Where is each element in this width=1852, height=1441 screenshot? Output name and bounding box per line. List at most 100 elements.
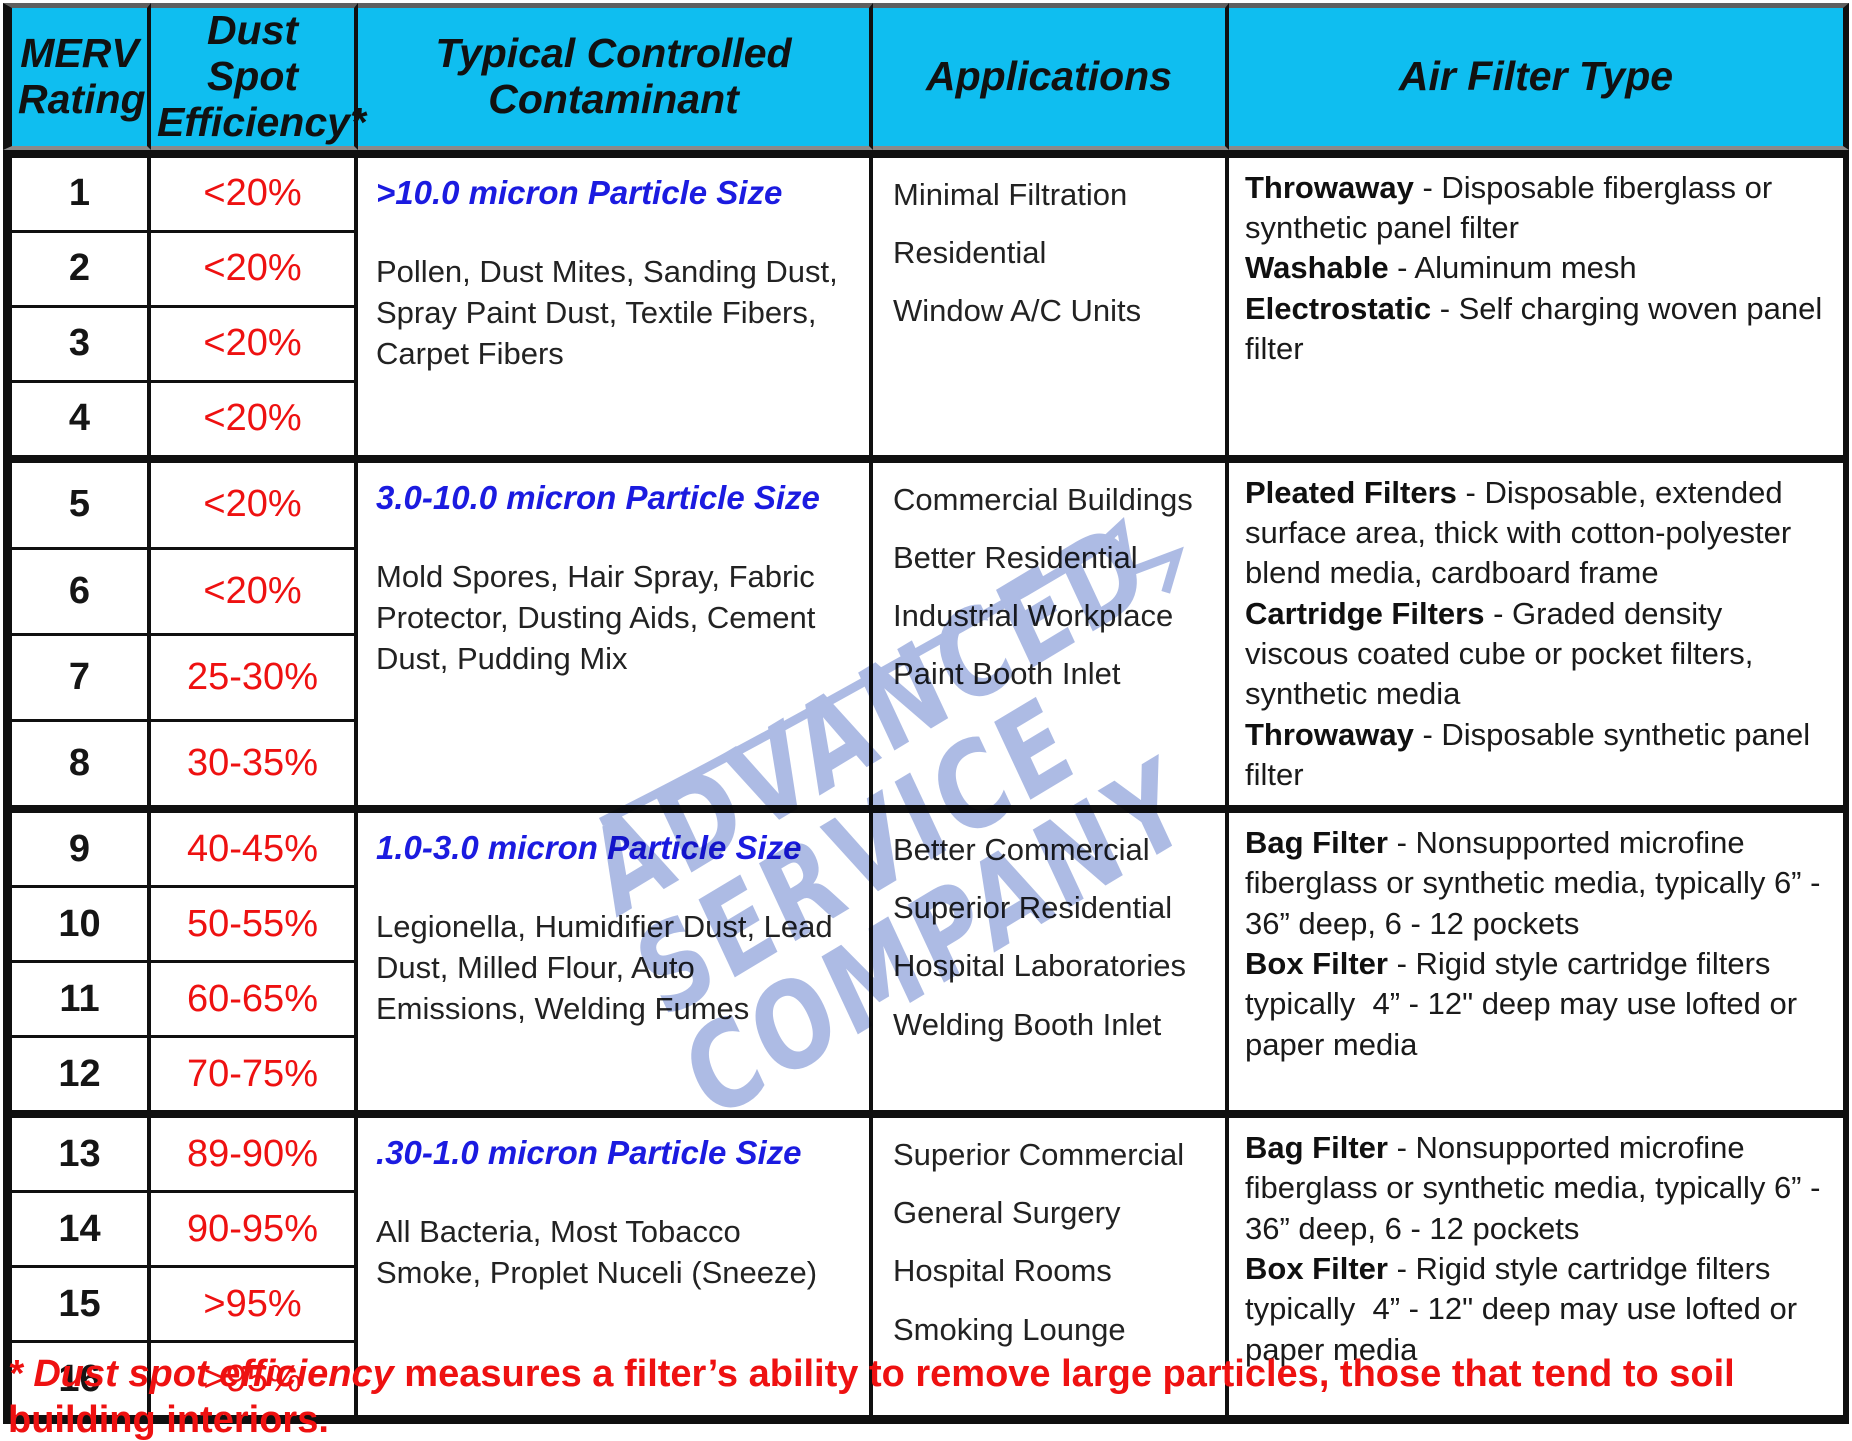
- table-row: 7 25-30%: [3, 636, 1849, 723]
- efficiency-cell: <20%: [151, 454, 358, 551]
- efficiency-cell: 89-90%: [151, 1110, 358, 1194]
- air-filter-desc: - Disposable synthetic panel filter: [1245, 716, 1811, 792]
- efficiency-cell: 60-65%: [151, 963, 358, 1039]
- air-filter-type-cell: Bag Filter - Nonsupported microfine fibe…: [1229, 805, 1849, 1111]
- header-typical-controlled-contaminant: Typical Controlled Contaminant: [358, 3, 873, 150]
- table-row: 2 <20%: [3, 232, 1849, 308]
- air-filter-text: Throwaway - Disposable fiberglass or syn…: [1245, 168, 1831, 369]
- air-filter-term: Bag Filter: [1245, 825, 1388, 861]
- merv-rating-cell: 13: [3, 1110, 151, 1194]
- table-row: 9 40-45% 1.0-3.0 micron Particle Size Legio…: [3, 805, 1849, 1111]
- air-filter-entry: Cartridge Filters - Graded density visco…: [1245, 594, 1831, 715]
- table-row: 1 <20% >10.0 micron Particle Size Pollen, D…: [3, 149, 1849, 455]
- efficiency-cell: <20%: [151, 232, 358, 308]
- air-filter-text: Bag Filter - Nonsupported microfine fibe…: [1245, 1128, 1831, 1370]
- applications-cell: Superior Commercial General Surgery Hospit…: [873, 1110, 1229, 1425]
- air-filter-entry: Throwaway - Disposable fiberglass or syn…: [1245, 168, 1831, 249]
- air-filter-desc: - Self charging woven panel filter: [1245, 290, 1823, 366]
- header-air-filter-type: Air Filter Type: [1229, 3, 1849, 150]
- header-dust-spot-efficiency: Dust Spot Efficiency*: [151, 3, 366, 150]
- footnote-rest: measures a filter’s ability to remove la…: [8, 1353, 1735, 1441]
- air-filter-desc: - Rigid style cartridge filters typicall…: [1245, 1250, 1798, 1367]
- table-row: 14 90-95%: [3, 1193, 1849, 1269]
- air-filter-desc: - Nonsupported microfine fiberglass or s…: [1245, 1130, 1821, 1246]
- air-filter-term: Box Filter: [1245, 1250, 1388, 1286]
- table-header-row: MERV Rating Dust Spot Efficiency* Typica…: [3, 3, 1849, 150]
- application-item: Residential: [893, 234, 1047, 270]
- particle-size-heading: 1.0-3.0 micron Particle Size: [376, 829, 802, 867]
- merv-rating-cell: 3: [3, 307, 151, 383]
- table-row: 16 >95%: [3, 1343, 1849, 1425]
- contaminant-list: Legionella, Humidifier Dust, Lead Dust, …: [376, 909, 833, 1026]
- air-filter-term: Pleated Filters: [1245, 474, 1457, 510]
- efficiency-cell: <20%: [151, 307, 358, 383]
- contaminant-cell: 3.0-10.0 micron Particle Size Mold Spores…: [358, 454, 873, 806]
- air-filter-term: Throwaway: [1245, 169, 1414, 205]
- air-filter-term: Box Filter: [1245, 945, 1388, 981]
- air-filter-entry: Bag Filter - Nonsupported microfine fibe…: [1245, 823, 1831, 944]
- footnote-lead: * Dust spot efficiency: [8, 1353, 394, 1395]
- particle-size-heading: .30-1.0 micron Particle Size: [376, 1134, 802, 1172]
- air-filter-desc: - Nonsupported microfine fiberglass or s…: [1245, 825, 1821, 941]
- air-filter-text: Bag Filter - Nonsupported microfine fibe…: [1245, 823, 1831, 1065]
- efficiency-cell: 50-55%: [151, 888, 358, 964]
- merv-rating-cell: 11: [3, 963, 151, 1039]
- air-filter-type-cell: Throwaway - Disposable fiberglass or syn…: [1229, 149, 1849, 455]
- table-row: 3 <20%: [3, 307, 1849, 383]
- header-merv-rating: MERV Rating: [3, 3, 151, 150]
- air-filter-text: Pleated Filters - Disposable, extended s…: [1245, 473, 1831, 795]
- air-filter-entry: Pleated Filters - Disposable, extended s…: [1245, 473, 1831, 594]
- table-row: 13 89-90% .30-1.0 micron Particle Size All …: [3, 1110, 1849, 1425]
- air-filter-entry: Box Filter - Rigid style cartridge filte…: [1245, 1249, 1831, 1370]
- application-item: Better Residential: [893, 539, 1138, 575]
- air-filter-term: Washable: [1245, 250, 1389, 286]
- merv-rating-table: MERV Rating Dust Spot Efficiency* Typica…: [3, 3, 1849, 1425]
- table-row: 10 50-55%: [3, 888, 1849, 964]
- application-item: Superior Commercial: [893, 1137, 1185, 1173]
- air-filter-term: Cartridge Filters: [1245, 595, 1485, 631]
- contaminant-list: Mold Spores, Hair Spray, Fabric Protecto…: [376, 558, 816, 676]
- efficiency-cell: 40-45%: [151, 805, 358, 889]
- application-item: Welding Booth Inlet: [893, 1006, 1162, 1042]
- efficiency-cell: 25-30%: [151, 636, 358, 723]
- efficiency-cell: <20%: [151, 550, 358, 637]
- application-item: Paint Booth Inlet: [893, 656, 1121, 692]
- efficiency-cell: >95%: [151, 1343, 358, 1425]
- merv-rating-cell: 10: [3, 888, 151, 964]
- application-item: Hospital Rooms: [893, 1253, 1112, 1289]
- air-filter-desc: - Aluminum mesh: [1388, 250, 1637, 286]
- application-item: Superior Residential: [893, 890, 1173, 926]
- particle-size-heading: 3.0-10.0 micron Particle Size: [376, 478, 820, 516]
- air-filter-desc: - Rigid style cartridge filters typicall…: [1245, 945, 1798, 1062]
- air-filter-term: Electrostatic: [1245, 290, 1432, 326]
- efficiency-cell: 30-35%: [151, 722, 358, 806]
- table-row: 6 <20%: [3, 550, 1849, 637]
- air-filter-entry: Washable - Aluminum mesh: [1245, 248, 1831, 288]
- table-row: 5 <20% 3.0-10.0 micron Particle Size Mold S…: [3, 454, 1849, 806]
- merv-rating-cell: 8: [3, 722, 151, 806]
- air-filter-term: Throwaway: [1245, 716, 1414, 752]
- contaminant-list: Pollen, Dust Mites, Sanding Dust, Spray …: [376, 253, 838, 371]
- air-filter-entry: Electrostatic - Self charging woven pane…: [1245, 289, 1831, 370]
- merv-rating-cell: 6: [3, 550, 151, 637]
- air-filter-entry: Throwaway - Disposable synthetic panel f…: [1245, 715, 1831, 796]
- application-item: Smoking Lounge: [893, 1311, 1126, 1347]
- air-filter-desc: - Disposable fiberglass or synthetic pan…: [1245, 169, 1773, 246]
- application-item: Better Commercial: [893, 832, 1150, 868]
- table-row: 8 30-35%: [3, 722, 1849, 806]
- table-row: 12 70-75%: [3, 1038, 1849, 1111]
- air-filter-entry: Box Filter - Rigid style cartridge filte…: [1245, 944, 1831, 1065]
- merv-rating-cell: 15: [3, 1268, 151, 1344]
- table-row: 15 >95%: [3, 1268, 1849, 1344]
- merv-rating-cell: 14: [3, 1193, 151, 1269]
- application-item: Window A/C Units: [893, 293, 1142, 329]
- efficiency-cell: <20%: [151, 382, 358, 455]
- merv-rating-cell: 7: [3, 636, 151, 723]
- particle-size-heading: >10.0 micron Particle Size: [376, 173, 783, 211]
- air-filter-type-cell: Pleated Filters - Disposable, extended s…: [1229, 454, 1849, 806]
- merv-rating-cell: 4: [3, 382, 151, 455]
- header-applications: Applications: [873, 3, 1229, 150]
- merv-rating-cell: 9: [3, 805, 151, 889]
- efficiency-cell: <20%: [151, 149, 358, 233]
